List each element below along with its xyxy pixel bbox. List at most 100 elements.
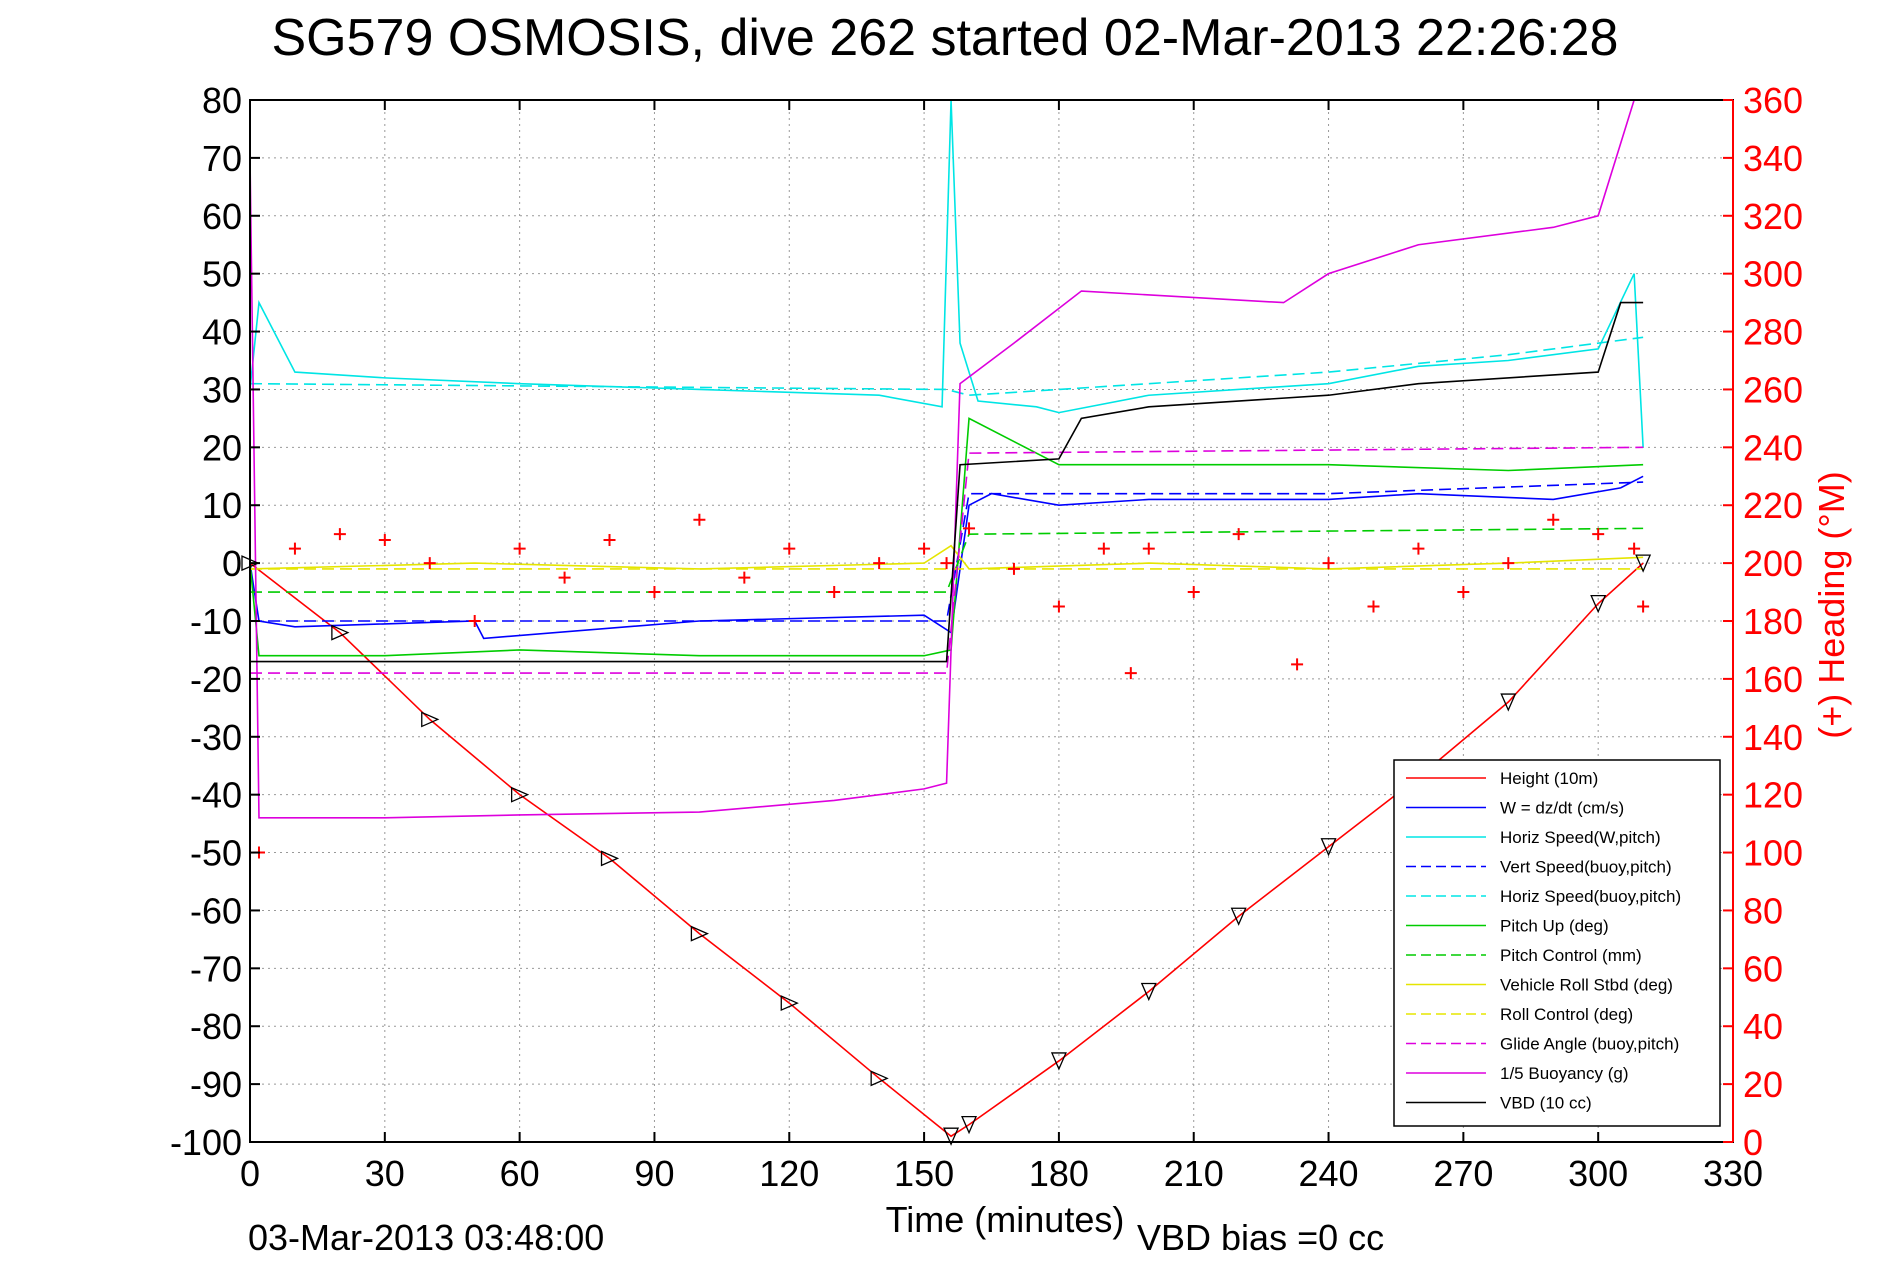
heading-point: [940, 557, 953, 570]
legend-entry: 1/5 Buoyancy (g): [1500, 1064, 1629, 1083]
heading-point: [1291, 658, 1304, 671]
x-axis: 0 30 60 90 120 150 180 210 240 270 300 330: [240, 100, 1763, 1194]
heading-point: [693, 513, 706, 526]
heading-point: [378, 533, 391, 546]
heading-point: [1628, 542, 1641, 555]
heading-point: [1097, 542, 1110, 555]
y-tick-label: -70: [190, 948, 242, 989]
y-tick-label: -50: [190, 833, 242, 874]
legend-entry: W = dz/dt (cm/s): [1500, 799, 1624, 818]
height-marker: [600, 850, 620, 867]
heading-point: [1052, 600, 1065, 613]
heading-point: [1367, 600, 1380, 613]
x-tick-label: 240: [1299, 1153, 1359, 1194]
series-line: [249, 99, 1644, 448]
y-tick-label: 70: [202, 138, 242, 179]
y-right-tick-label: 40: [1743, 1006, 1783, 1047]
chart-title: SG579 OSMOSIS, dive 262 started 02-Mar-2…: [272, 9, 1619, 67]
y-tick-label: 10: [202, 485, 242, 526]
legend-entry: Roll Control (deg): [1500, 1005, 1633, 1024]
height-marker: [943, 1127, 960, 1146]
heading-point: [963, 522, 976, 535]
series-line: [249, 99, 1635, 819]
y-right-tick-label: 240: [1743, 427, 1803, 468]
y-right-tick-label: 260: [1743, 369, 1803, 410]
heading-point: [1007, 562, 1020, 575]
height-marker: [1050, 1052, 1067, 1071]
y-axis-right: 3603403203002802602402202001801601401201…: [1723, 80, 1803, 1163]
x-tick-label: 120: [759, 1153, 819, 1194]
y-tick-label: 60: [202, 196, 242, 237]
y-right-tick-label: 220: [1743, 485, 1803, 526]
heading-point: [423, 557, 436, 570]
y-right-tick-label: 120: [1743, 775, 1803, 816]
y-right-tick-label: 140: [1743, 717, 1803, 758]
legend-entry: Pitch Up (deg): [1500, 917, 1609, 936]
x-tick-label: 270: [1433, 1153, 1493, 1194]
heading-point: [1322, 557, 1335, 570]
legend-entry: Height (10m): [1500, 769, 1598, 788]
legend-entry: Glide Angle (buoy,pitch): [1500, 1035, 1679, 1054]
y-right-tick-label: 200: [1743, 543, 1803, 584]
heading-point: [1637, 600, 1650, 613]
series-line: [249, 336, 1644, 397]
vbd-bias-note: VBD bias =0 cc: [1137, 1217, 1384, 1258]
legend-entry: Vert Speed(buoy,pitch): [1500, 858, 1672, 877]
heading-point: [873, 557, 886, 570]
y-tick-label: -40: [190, 775, 242, 816]
y-right-tick-label: 180: [1743, 601, 1803, 642]
legend-entry: Vehicle Roll Stbd (deg): [1500, 976, 1673, 995]
x-tick-label: 330: [1703, 1153, 1763, 1194]
y-right-tick-label: 80: [1743, 890, 1783, 931]
y-tick-label: 20: [202, 427, 242, 468]
heading-point: [783, 542, 796, 555]
x-tick-label: 210: [1164, 1153, 1224, 1194]
y-right-tick-label: 160: [1743, 659, 1803, 700]
heading-point: [513, 542, 526, 555]
height-marker: [1140, 982, 1157, 1002]
heading-point: [1142, 542, 1155, 555]
height-marker: [870, 1070, 889, 1087]
x-tick-label: 300: [1568, 1153, 1628, 1194]
y-tick-label: -80: [190, 1006, 242, 1047]
y-right-tick-label: 0: [1743, 1122, 1763, 1163]
series-line: [249, 417, 1644, 657]
legend-entry: Pitch Control (mm): [1500, 946, 1642, 965]
heading-layer: [252, 513, 1650, 859]
series-line: [249, 544, 1644, 570]
legend-box: [1393, 759, 1721, 1127]
y-tick-label: -100: [170, 1122, 242, 1163]
heading-point: [1232, 528, 1245, 541]
y-tick-label: -90: [190, 1064, 242, 1105]
y-right-tick-label: 320: [1743, 196, 1803, 237]
heading-point: [1412, 542, 1425, 555]
series-line: [250, 446, 1644, 674]
height-marker: [421, 711, 440, 728]
footer-date: 03-Mar-2013 03:48:00: [248, 1217, 604, 1258]
height-marker: [1635, 554, 1652, 573]
y-right-tick-label: 340: [1743, 138, 1803, 179]
y-right-tick-label: 60: [1743, 948, 1783, 989]
height-marker: [331, 624, 350, 641]
heading-point: [333, 528, 346, 541]
height-marker: [1590, 594, 1607, 614]
x-axis-label: Time (minutes): [886, 1199, 1125, 1240]
y-tick-label: -30: [190, 717, 242, 758]
heading-point: [1547, 513, 1560, 526]
heading-point: [288, 542, 301, 555]
heading-point: [468, 615, 481, 627]
legend: Height (10m) W = dz/dt (cm/s) Horiz Speed(…: [1393, 759, 1721, 1127]
y-tick-label: 30: [202, 369, 242, 410]
heading-point: [1457, 586, 1470, 599]
height-marker: [1320, 838, 1337, 857]
height-marker: [690, 925, 710, 942]
heading-point: [738, 571, 751, 584]
x-tick-label: 0: [240, 1153, 260, 1194]
series-layer: [249, 99, 1644, 1138]
heading-point: [1124, 667, 1137, 680]
height-marker: [1230, 907, 1247, 926]
heading-point: [603, 533, 616, 546]
heading-point: [648, 586, 661, 599]
x-tick-label: 150: [894, 1153, 954, 1194]
